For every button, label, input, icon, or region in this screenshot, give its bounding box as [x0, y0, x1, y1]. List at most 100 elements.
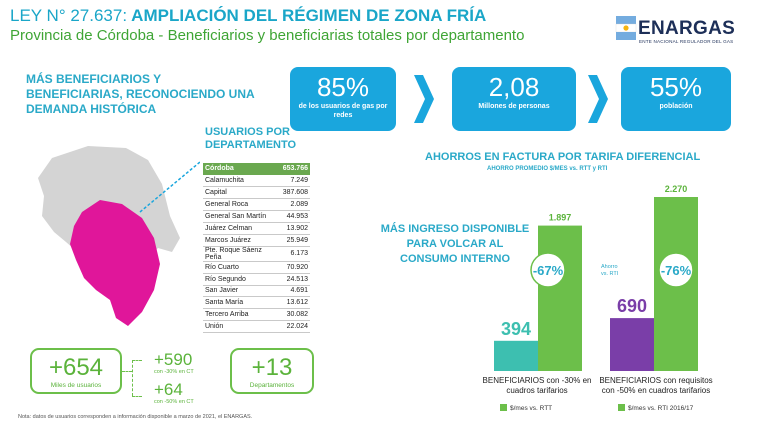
dept-name: Unión	[203, 320, 281, 334]
connector-line	[132, 396, 142, 397]
ahorro-subtitle: AHORRO PROMEDIO $/MES vs. RTT y RTI	[487, 166, 608, 172]
table-row: Río Segundo 24.513	[203, 273, 310, 286]
chevron-right-icon	[588, 75, 608, 123]
dept-value: 70.920	[280, 261, 310, 274]
dept-name: San Javier	[203, 285, 281, 298]
category-label: BENEFICIARIOS con requisitos con -50% en…	[599, 376, 713, 395]
users-50-group: +64 con -50% en CT	[154, 380, 194, 406]
logo-name: ENARGAS	[638, 18, 736, 39]
table-row: Calamuchita 7.249	[203, 174, 310, 188]
legend-swatch	[500, 404, 507, 411]
dept-value: 25.949	[280, 234, 310, 247]
dept-name: Río Segundo	[203, 273, 281, 286]
kpi-card-personas: 2,08 Millones de personas	[452, 67, 576, 131]
dept-value: 4.691	[280, 285, 310, 298]
kpi-card-usuarios: 85% de los usuarios de gas por redes	[290, 67, 396, 131]
kpi-value: 2,08	[488, 72, 540, 102]
dept-value: 7.249	[280, 174, 310, 188]
beneficiario-bar	[610, 318, 654, 371]
headline: MÁS BENEFICIARIOS Y BENEFICIARIAS, RECON…	[26, 72, 255, 116]
logo-tagline: ENTE NACIONAL REGULADOR DEL GAS	[639, 39, 734, 44]
dept-name: Córdoba	[203, 163, 281, 175]
kpi-card-poblacion: 55% población	[621, 67, 731, 131]
dept-name: Tercero Arriba	[203, 308, 281, 322]
total-users-value: +654	[48, 354, 104, 381]
table-row: Santa María 13.612	[203, 296, 310, 310]
dept-name: General Roca	[203, 198, 281, 212]
ahorro-badge	[530, 252, 566, 288]
data-label: 1.897	[549, 213, 572, 223]
enargas-logo: ENARGAS ENTE NACIONAL REGULADOR DEL GAS	[614, 14, 754, 50]
dept-value: 44.953	[280, 210, 310, 223]
dept-value: 13.612	[280, 296, 310, 310]
connector-line	[132, 360, 133, 396]
total-users-card: +654 Miles de usuarios	[30, 348, 122, 394]
dept-value: 30.082	[280, 308, 310, 322]
ahorro-note: Ahorro vs. RTI	[601, 264, 619, 277]
dept-value: 24.513	[280, 273, 310, 286]
ahorro-percent: -76%	[661, 263, 692, 278]
legend-item: $/mes vs. RTT	[500, 404, 552, 412]
departamentos-label: Departamentos	[249, 382, 295, 389]
ahorro-badge	[658, 252, 694, 288]
data-label: 690	[617, 296, 647, 316]
departamentos-card: +13 Departamentos	[230, 348, 314, 394]
cordoba-map	[38, 146, 200, 326]
table-row: Unión 22.024	[203, 320, 310, 334]
mas-ingreso-text: MÁS INGRESO DISPONIBLE PARA VOLCAR AL CO…	[380, 223, 530, 265]
dept-name: General San Martín	[203, 210, 281, 223]
users-30-label: con -30% en CT	[154, 369, 194, 375]
table-row: Capital 387.608	[203, 186, 310, 200]
legend-item: $/mes vs. RTI 2016/17	[618, 404, 693, 412]
table-row: Río Cuarto 70.920	[203, 261, 310, 274]
dept-value: 6.173	[280, 246, 310, 262]
dept-value: 387.608	[280, 186, 310, 200]
title-main: AMPLIACIÓN DEL RÉGIMEN DE ZONA FRÍA	[131, 6, 487, 25]
total-users-label: Miles de usuarios	[50, 382, 102, 389]
dept-name: Capital	[203, 186, 281, 200]
beneficiario-bar	[494, 340, 538, 371]
data-label: 394	[501, 319, 531, 339]
reference-bar	[538, 225, 582, 371]
kpi-value: 55%	[649, 72, 703, 102]
page-subtitle: Provincia de Córdoba - Beneficiarios y b…	[10, 27, 525, 44]
title-prefix: LEY N° 27.637:	[10, 6, 128, 25]
table-row: General Roca 2.089	[203, 198, 310, 212]
legend-label: $/mes vs. RTT	[510, 405, 553, 412]
connector-line	[122, 371, 132, 372]
table-row: Juárez Celman 13.902	[203, 222, 310, 235]
users-50-value: +64	[154, 380, 183, 399]
dept-value: 22.024	[280, 320, 310, 334]
dept-name: Santa María	[203, 296, 281, 310]
dept-value: 653.766	[280, 163, 310, 175]
dept-name: Marcos Juárez	[203, 234, 281, 247]
dept-value: 2.089	[280, 198, 310, 212]
dept-name: Pte. Roque Sáenz Peña	[203, 246, 281, 262]
ahorro-percent: -67%	[533, 263, 564, 278]
table-title: USUARIOS POR DEPARTAMENTO	[205, 126, 297, 151]
data-label: 2.270	[665, 184, 688, 194]
dept-name: Calamuchita	[203, 174, 281, 188]
departamentos-value: +13	[251, 354, 293, 381]
users-50-label: con -50% en CT	[154, 399, 194, 405]
footnote: Nota: datos de usuarios corresponden a i…	[18, 414, 253, 420]
users-30-group: +590 con -30% en CT	[154, 350, 194, 376]
dept-value: 13.902	[280, 222, 310, 235]
connector-line	[132, 360, 142, 361]
dept-name: Juárez Celman	[203, 222, 281, 235]
kpi-label: población	[659, 103, 693, 110]
kpi-label: Millones de personas	[478, 103, 550, 110]
departments-table: Córdoba 653.766 Calamuchita 7.249 Capital 3…	[203, 163, 310, 334]
ahorro-chart: 394 1.897 -67% 690 2.270 -76% Ahorro vs. RTI	[494, 184, 698, 371]
table-row: General San Martín 44.953	[203, 210, 310, 223]
page-title: LEY N° 27.637: AMPLIACIÓN DEL RÉGIMEN DE…	[10, 6, 486, 26]
table-row: Pte. Roque Sáenz Peña 6.173	[203, 246, 310, 262]
table-row: Marcos Juárez 25.949	[203, 234, 310, 247]
legend-label: $/mes vs. RTI 2016/17	[628, 405, 694, 412]
users-30-value: +590	[154, 350, 193, 369]
table-header-row: Córdoba 653.766	[203, 163, 310, 175]
argentina-flag-icon	[615, 16, 637, 40]
connector-line	[139, 161, 200, 213]
kpi-label: de los usuarios de gas por redes	[298, 103, 388, 119]
chevron-right-icon	[414, 75, 434, 123]
